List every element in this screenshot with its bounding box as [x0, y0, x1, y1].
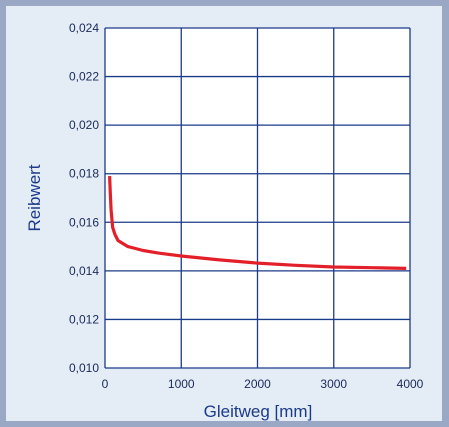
series-group: [108, 176, 407, 270]
x-tick-label: 4000: [397, 377, 424, 391]
friction-curve: [108, 176, 407, 270]
y-tick-label: 0,024: [69, 21, 99, 35]
y-axis-title: Reibwert: [25, 164, 44, 231]
y-tick-label: 0,012: [69, 312, 99, 326]
grid-lines: [104, 27, 411, 369]
y-tick-label: 0,016: [69, 215, 99, 229]
y-tick-label: 0,020: [69, 118, 99, 132]
x-tick-label: 3000: [320, 377, 347, 391]
x-tick-label: 1000: [168, 377, 195, 391]
y-tick-label: 0,022: [69, 70, 99, 84]
y-tick-label: 0,014: [69, 264, 99, 278]
y-tick-labels: 0,010 0,012 0,014 0,016 0,018 0,020 0,022 0,024: [69, 21, 99, 375]
x-tick-label: 0: [102, 377, 109, 391]
x-tick-labels: 0 1000 2000 3000 4000: [102, 377, 424, 391]
x-axis-title: Gleitweg [mm]: [204, 402, 313, 421]
x-tick-label: 2000: [244, 377, 271, 391]
y-tick-label: 0,018: [69, 167, 99, 181]
y-tick-label: 0,010: [69, 361, 99, 375]
